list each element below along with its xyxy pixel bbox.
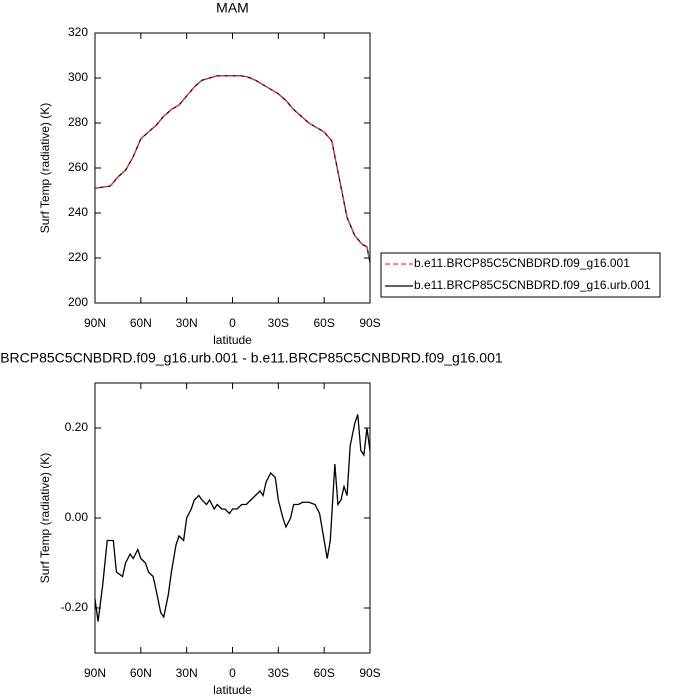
- x-tick-label: 0: [229, 666, 236, 680]
- chart-title: MAM: [216, 0, 249, 16]
- y-tick-label: -0.20: [61, 600, 89, 614]
- data-line: [94, 414, 371, 622]
- data-line: [94, 75, 371, 263]
- x-tick-label: 60N: [130, 666, 152, 680]
- x-tick-label: 0: [229, 316, 236, 330]
- y-tick-label: 300: [68, 70, 88, 84]
- x-tick-label: 60N: [130, 316, 152, 330]
- y-axis-label: Surf Temp (radiative) (K): [38, 103, 52, 233]
- y-tick-label: 260: [68, 160, 88, 174]
- x-tick-label: 30N: [176, 316, 198, 330]
- x-axis-label: latitude: [213, 333, 252, 347]
- y-axis-label: Surf Temp (radiative) (K): [38, 453, 52, 583]
- x-tick-label: 90S: [359, 666, 380, 680]
- y-tick-label: 280: [68, 115, 88, 129]
- legend-label: b.e11.BRCP85C5CNBDRD.f09_g16.urb.001: [414, 278, 651, 292]
- x-tick-label: 60S: [313, 666, 334, 680]
- x-tick-label: 90S: [359, 316, 380, 330]
- legend-box: [380, 252, 661, 298]
- y-tick-label: 320: [68, 25, 88, 39]
- legend-label: b.e11.BRCP85C5CNBDRD.f09_g16.001: [414, 256, 630, 270]
- plot-frame: [94, 382, 371, 654]
- y-tick-label: 240: [68, 205, 88, 219]
- x-tick-label: 90N: [84, 666, 106, 680]
- data-line: [94, 75, 371, 263]
- chart-title: b.e11.BRCP85C5CNBDRD.f09_g16.urb.001 - b…: [0, 350, 503, 366]
- x-tick-label: 30S: [268, 316, 289, 330]
- x-tick-label: 90N: [84, 316, 106, 330]
- x-axis-label: latitude: [213, 683, 252, 697]
- y-tick-label: 220: [68, 250, 88, 264]
- x-tick-label: 30N: [176, 666, 198, 680]
- y-tick-label: 200: [68, 295, 88, 309]
- y-tick-label: 0.20: [65, 420, 89, 434]
- plot-frame: [94, 32, 371, 304]
- y-tick-label: 0.00: [65, 510, 89, 524]
- x-tick-label: 60S: [313, 316, 334, 330]
- x-tick-label: 30S: [268, 666, 289, 680]
